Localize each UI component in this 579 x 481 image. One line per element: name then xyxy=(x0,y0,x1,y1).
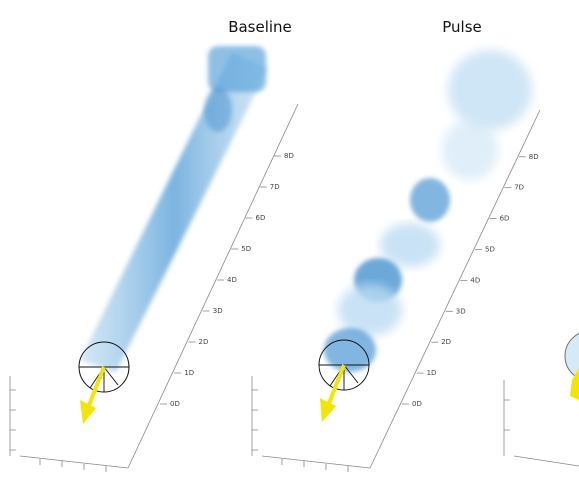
axis-tick-label: 3D xyxy=(456,307,466,315)
volume-cap xyxy=(208,46,266,92)
volume-detail xyxy=(204,88,232,132)
figure: Baseline 0D 1D 2D 3D 4D 5D 6D 7D 8D Pulse xyxy=(0,0,579,481)
axis-ticks xyxy=(252,390,348,472)
axis-tick-label: 1D xyxy=(184,369,194,377)
axis-tick-label: 1D xyxy=(427,369,437,377)
axis-tick-label: 7D xyxy=(270,183,280,191)
axis-tick-label: 3D xyxy=(213,307,223,315)
axis-tick-label: 4D xyxy=(470,276,480,284)
axis-tick-label: 5D xyxy=(241,245,251,253)
axis-tick-label: 7D xyxy=(514,184,524,192)
axis-tick-label: 0D xyxy=(170,400,180,408)
axis-tick-label: 8D xyxy=(529,153,539,161)
baseline-panel: Baseline 0D 1D 2D 3D 4D 5D 6D 7D 8D xyxy=(10,18,298,472)
panel-title: Baseline xyxy=(228,18,292,36)
axis-tick-label: 6D xyxy=(500,215,510,223)
axis-line xyxy=(262,456,370,468)
axis-tick-label: 5D xyxy=(485,246,495,254)
panel-title: Pulse xyxy=(442,18,482,36)
axis-line xyxy=(20,456,128,468)
axis-tick-label: 2D xyxy=(199,338,209,346)
pulse-panel: Pulse 0D 1D 2D 3D 4D 5D 6D 7D 8D xyxy=(252,18,540,472)
volume-render xyxy=(324,50,532,372)
partial-panel xyxy=(504,331,579,466)
axis-tick-label: 8D xyxy=(284,152,294,160)
volume-render xyxy=(80,52,268,372)
axis-tick-label: 0D xyxy=(412,400,422,408)
axis-tick-label: 6D xyxy=(256,214,266,222)
axis-tick-label: 4D xyxy=(227,276,237,284)
axis-tick-label: 2D xyxy=(441,338,451,346)
page: Baseline 0D 1D 2D 3D 4D 5D 6D 7D 8D Pulse xyxy=(0,0,579,481)
